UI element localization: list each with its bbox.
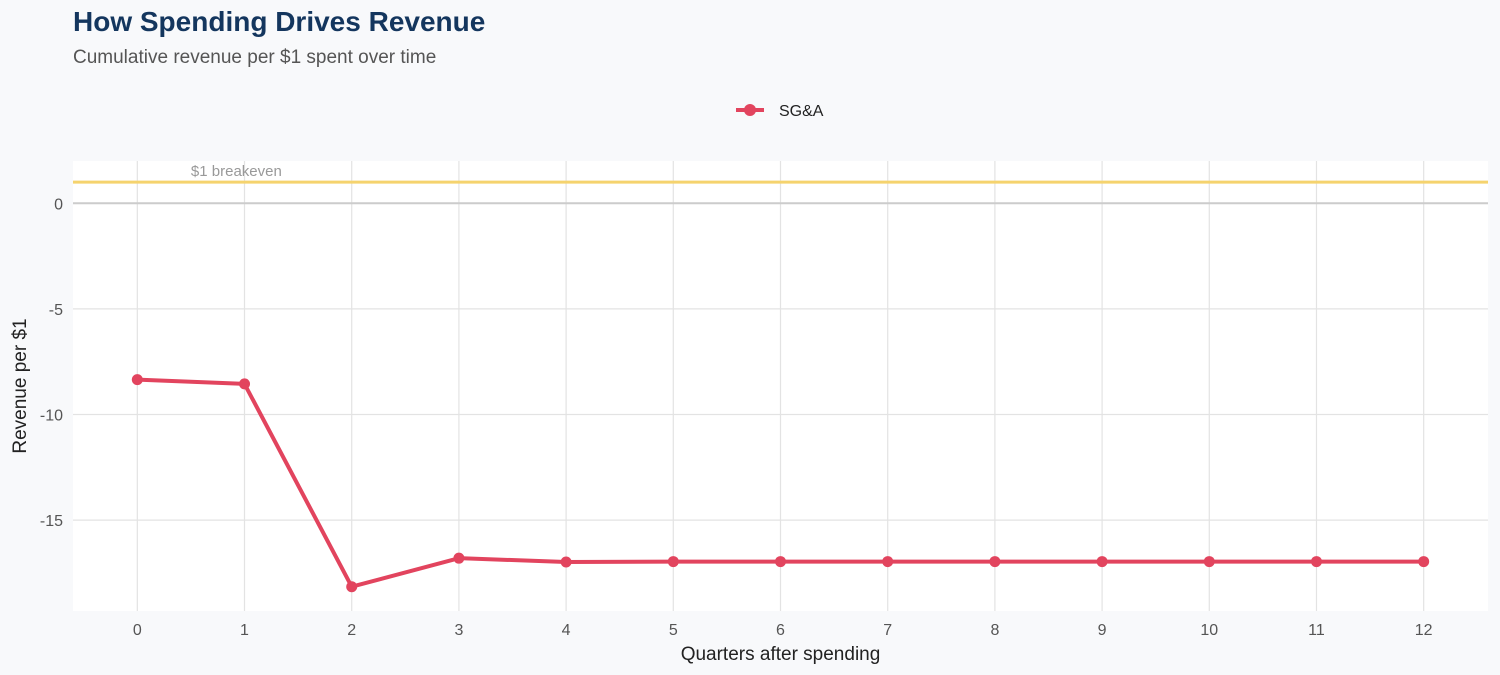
x-tick-label: 10 [1200, 622, 1218, 639]
chart-subtitle: Cumulative revenue per $1 spent over tim… [73, 47, 437, 68]
data-point [239, 378, 251, 390]
data-point [1096, 556, 1108, 568]
data-point [667, 556, 679, 568]
x-tick-label: 8 [990, 622, 999, 639]
data-point [989, 556, 1001, 568]
data-point [131, 374, 143, 386]
legend-swatch-dot [744, 104, 756, 116]
data-point [1418, 556, 1430, 568]
y-tick-label: -10 [40, 408, 63, 425]
data-point [346, 581, 358, 593]
x-tick-label: 6 [776, 622, 785, 639]
x-tick-label: 1 [240, 622, 249, 639]
x-tick-label: 5 [669, 622, 678, 639]
data-point [882, 556, 894, 568]
x-tick-label: 12 [1415, 622, 1433, 639]
y-tick-label: 0 [54, 196, 63, 213]
x-tick-label: 11 [1308, 622, 1325, 639]
y-axis-title: Revenue per $1 [10, 318, 31, 453]
x-tick-label: 9 [1098, 622, 1107, 639]
data-point [1203, 556, 1215, 568]
data-point [453, 552, 465, 564]
data-point [560, 556, 572, 568]
data-point [775, 556, 786, 568]
x-tick-label: 3 [454, 622, 463, 639]
x-tick-label: 7 [883, 622, 892, 639]
data-point [1310, 556, 1322, 568]
chart-title: How Spending Drives Revenue [73, 6, 486, 37]
y-tick-label: -5 [49, 302, 63, 319]
x-tick-label: 2 [347, 622, 356, 639]
x-tick-label: 0 [133, 622, 142, 639]
x-axis-title: Quarters after spending [681, 644, 881, 665]
x-tick-label: 4 [562, 622, 571, 639]
legend-label: SG&A [779, 103, 824, 120]
breakeven-label: $1 breakeven [191, 163, 282, 180]
legend: SG&A [736, 103, 824, 120]
y-tick-label: -15 [40, 513, 63, 530]
